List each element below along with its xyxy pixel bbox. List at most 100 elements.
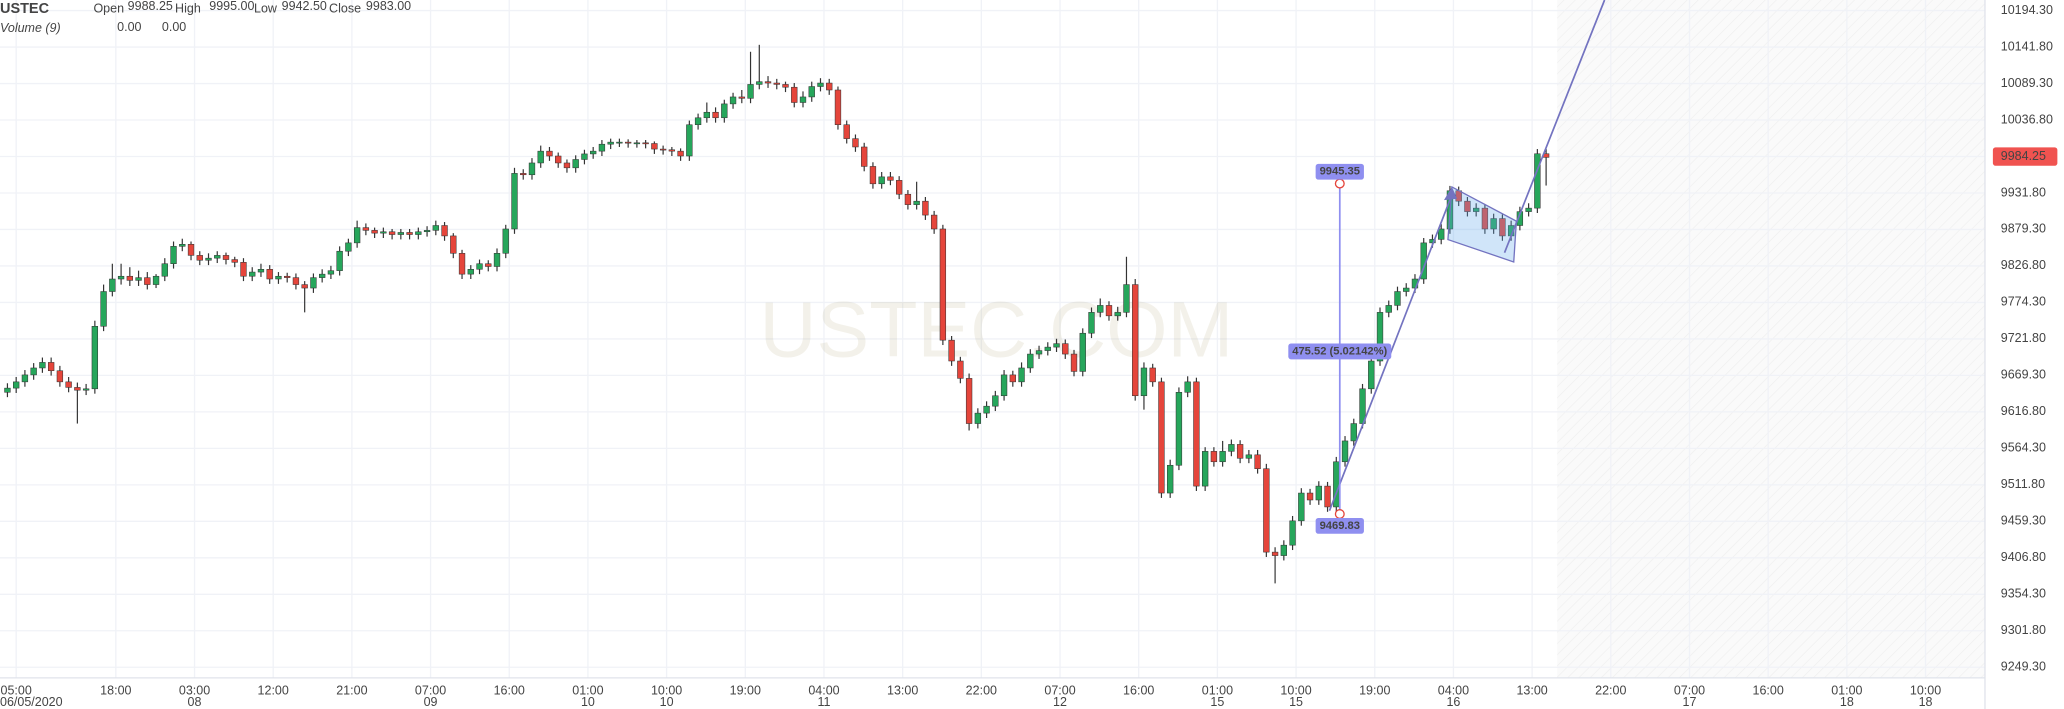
candle-body [1167,464,1174,494]
x-date-label: 09 [424,695,438,709]
x-tick-label: 04:00 [808,683,839,697]
candle-body [1534,153,1541,209]
x-date-label: 11 [817,695,830,709]
candle-body [913,200,920,205]
candle-body [1018,367,1025,383]
candle-body [13,381,20,389]
candle-body [1263,468,1270,553]
legend-value: 9988.25 [128,0,173,13]
candle-body [528,162,536,176]
candle-body [502,228,509,254]
y-tick-label: 9354.30 [2001,587,2046,601]
candle-body [319,273,326,278]
y-tick-label: 9669.30 [2001,368,2046,382]
candle-body [1490,218,1497,230]
candle-body [56,370,64,383]
legend-key: Low [254,2,278,16]
candle-body [729,96,737,105]
y-tick-label: 9249.30 [2001,660,2046,674]
candle-body [292,277,300,285]
candle-body [1175,392,1183,466]
candle-body [546,150,553,157]
candle-body [458,253,466,275]
y-tick-label: 10089.30 [2001,76,2053,90]
chart-title: USTEC [0,1,50,17]
candle-body [117,275,125,280]
candle-body [1123,284,1130,313]
candle-body [773,82,780,85]
candle-body [1298,492,1305,522]
candle-body [1525,207,1532,212]
candle-body [249,271,256,277]
x-date-label: 06/05/2020 [0,695,63,709]
candle-body [581,153,588,160]
candle-body [843,124,850,139]
y-tick-label: 9564.30 [2001,441,2046,455]
candle-body [423,230,431,233]
measure-label-box [1288,343,1392,360]
y-tick-label: 9616.80 [2001,404,2046,418]
x-date-label: 18 [1840,695,1854,709]
candle-body [135,277,142,281]
candle-body [992,395,999,407]
candle-body [30,367,37,376]
candle-body [633,142,641,145]
candle-body [74,387,81,391]
x-tick-label: 13:00 [887,683,918,697]
candle-body [817,82,824,87]
watermark: USTEC.COM [760,286,1234,374]
y-tick-label: 9721.80 [2001,331,2046,345]
candle-body [1289,520,1296,546]
candle-body [1376,312,1384,362]
candle-body [1245,454,1253,459]
candle-body [415,231,422,235]
x-date-label: 10 [660,695,674,709]
candle-body [1097,305,1104,313]
candle-body [624,141,632,144]
candle-body [493,253,501,267]
x-date-label: 17 [1683,695,1697,709]
candle-body [301,284,308,289]
measure-tool: 9945.35 9469.83 475.52 (5.02142%) [1288,163,1392,534]
legend-key: Open [93,2,124,16]
y-tick-label: 9931.80 [2001,185,2046,199]
candle-body [1044,346,1051,351]
legend-value: 9983.00 [366,0,411,13]
projection-line [1503,0,1606,254]
candle-body [231,259,238,263]
candle-body [904,193,912,205]
candle-body [39,362,46,369]
candle-body [65,381,72,388]
candle-body [1079,332,1086,372]
candle-body [196,255,203,261]
candle-body [607,141,614,145]
candle-body [1254,454,1261,469]
candle-body [1324,485,1331,508]
candle-body [1184,381,1191,393]
candle-body [555,155,562,164]
candle-body [896,180,903,195]
x-tick-label: 21:00 [336,683,367,697]
x-tick-label: 01:00 [572,683,603,697]
y-tick-label: 10194.30 [2001,3,2053,17]
measure-label: 9469.83 [1320,520,1360,532]
candle-body [598,143,606,152]
candle-body [144,277,151,285]
legend-key: Close [329,2,361,16]
candle-body [467,269,474,275]
x-tick-label: 04:00 [1438,683,1469,697]
y-tick-label: 9511.80 [2001,477,2045,491]
measure-label-box [1315,517,1364,534]
measure-label: 9945.35 [1320,166,1360,178]
candle-body [1280,544,1287,556]
candle-body [869,166,877,185]
candle-body [205,257,212,261]
candle-body [353,227,361,244]
candle-body [266,269,273,280]
candle-body [887,176,894,181]
candle-body [1219,451,1226,463]
candle-body [1315,485,1322,501]
candle-body [432,225,439,231]
candle-body [1114,312,1121,317]
